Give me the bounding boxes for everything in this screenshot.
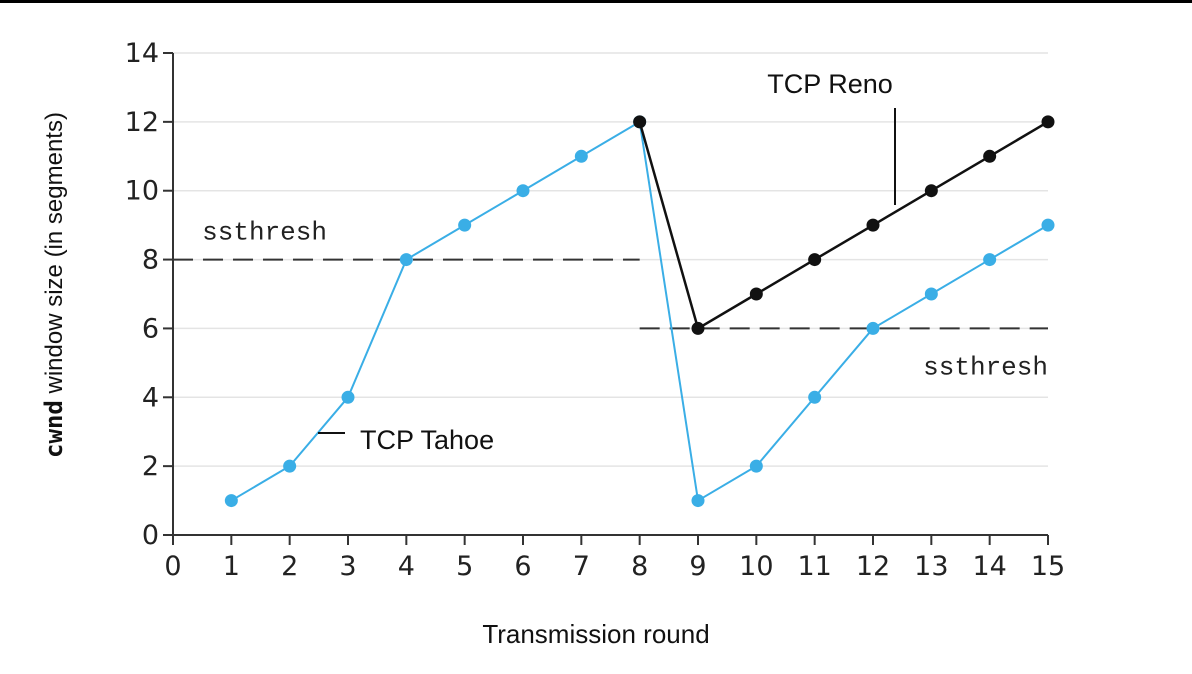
point-tahoe-15 (1041, 218, 1055, 232)
point-reno-11 (808, 253, 822, 267)
x-tick-label: 12 (856, 551, 890, 582)
x-tick-label: 11 (797, 551, 831, 582)
point-reno-12 (866, 218, 880, 232)
point-reno-10 (749, 287, 763, 301)
x-tick-label: 1 (223, 551, 240, 582)
point-reno-8 (633, 115, 647, 129)
point-tahoe-2 (283, 459, 297, 473)
x-tick-label: 14 (972, 551, 1006, 582)
x-tick-label: 0 (164, 551, 181, 582)
series-line-tahoe (230, 120, 1049, 503)
reno-callout-label: TCP Reno (767, 69, 893, 99)
point-tahoe-3 (341, 390, 355, 404)
grid (173, 52, 1048, 467)
point-tahoe-10 (749, 459, 763, 473)
x-axis-title: Transmission round (482, 619, 709, 649)
x-tick-label: 5 (456, 551, 473, 582)
ssthresh-label-upper: ssthresh (202, 218, 327, 248)
y-tick-label: 6 (142, 313, 159, 344)
point-tahoe-1 (224, 494, 238, 508)
x-tick-label: 6 (514, 551, 531, 582)
x-tick-label: 15 (1031, 551, 1065, 582)
y-tick-label: 4 (142, 382, 159, 413)
y-tick-label: 10 (125, 176, 159, 207)
y-tick-label: 8 (142, 245, 159, 276)
point-reno-13 (924, 184, 938, 198)
y-axis-title-rest: window size (in segments) (41, 112, 68, 400)
point-tahoe-4 (399, 253, 413, 267)
ssthresh-lines (173, 258, 1048, 330)
x-tick-label: 4 (398, 551, 415, 582)
annotations: ssthresh ssthresh TCP Tahoe TCP Reno (202, 69, 1048, 455)
point-tahoe-5 (458, 218, 472, 232)
point-tahoe-7 (574, 149, 588, 163)
x-tick-label: 10 (739, 551, 773, 582)
point-tahoe-9 (691, 494, 705, 508)
top-border (0, 0, 1192, 3)
x-tick-label: 7 (573, 551, 590, 582)
point-tahoe-6 (516, 184, 530, 198)
y-tick-label: 2 (142, 451, 159, 482)
ssthresh-label-lower: ssthresh (923, 352, 1048, 382)
series-line-reno (638, 120, 1049, 331)
y-axis-title-cwnd: cwnd (40, 400, 68, 458)
y-axis-title: cwnd window size (in segments) (40, 112, 68, 458)
point-reno-9 (691, 321, 705, 335)
series (224, 115, 1055, 508)
point-reno-14 (983, 149, 997, 163)
x-tick-label: 9 (689, 551, 706, 582)
y-tick-label: 0 (142, 520, 159, 551)
y-tick-label: 12 (125, 107, 159, 138)
point-tahoe-13 (924, 287, 938, 301)
point-tahoe-12 (866, 321, 880, 335)
x-tick-label: 3 (339, 551, 356, 582)
x-tick-label: 8 (631, 551, 648, 582)
tahoe-callout-label: TCP Tahoe (360, 425, 494, 455)
point-tahoe-11 (808, 390, 822, 404)
x-tick-label: 13 (914, 551, 948, 582)
point-tahoe-14 (983, 253, 997, 267)
x-tick-label: 2 (281, 551, 298, 582)
point-reno-15 (1041, 115, 1055, 129)
y-tick-label: 14 (125, 38, 159, 69)
